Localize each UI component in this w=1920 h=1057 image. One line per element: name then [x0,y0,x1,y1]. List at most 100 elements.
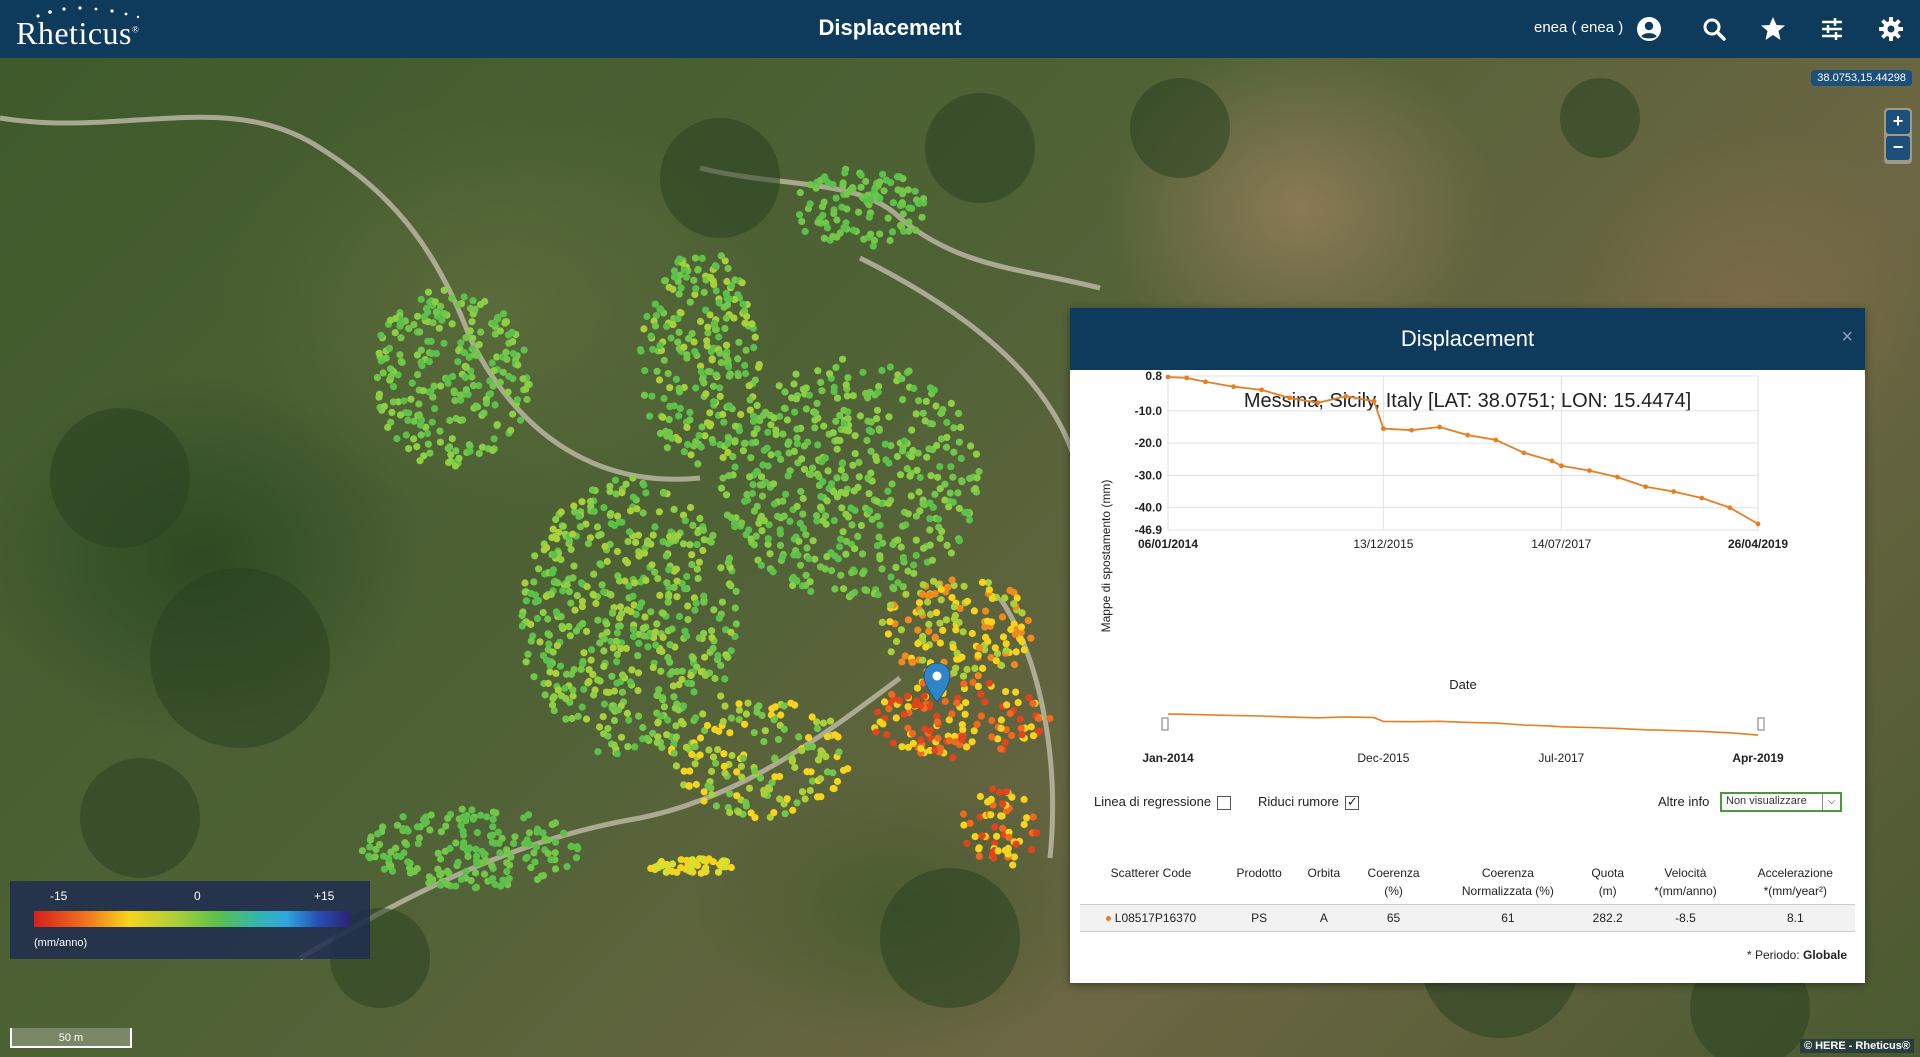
ps-point[interactable] [966,819,974,827]
ps-point[interactable] [426,826,434,834]
ps-point[interactable] [634,531,643,539]
ps-point[interactable] [509,349,517,358]
ps-point[interactable] [916,473,924,482]
ps-point[interactable] [448,320,456,328]
ps-point[interactable] [393,435,401,443]
ps-point[interactable] [396,351,404,359]
ps-point[interactable] [465,441,473,449]
ps-point[interactable] [866,388,874,396]
ps-point[interactable] [610,687,619,695]
ps-point[interactable] [832,363,840,371]
ps-point[interactable] [889,540,897,549]
ps-point[interactable] [833,436,842,444]
ps-point[interactable] [672,722,680,730]
ps-point[interactable] [578,703,586,711]
ps-point[interactable] [717,359,725,367]
ps-point[interactable] [771,703,779,711]
ps-point[interactable] [601,542,609,550]
ps-point[interactable] [401,839,409,847]
ps-point[interactable] [799,385,808,393]
ps-point[interactable] [735,338,743,346]
ps-point[interactable] [417,295,425,303]
ps-point[interactable] [661,277,670,285]
ps-point[interactable] [741,497,749,505]
ps-point[interactable] [607,637,615,645]
ps-point[interactable] [650,634,658,642]
ps-point[interactable] [618,518,626,526]
ps-point[interactable] [1003,807,1011,815]
series-point[interactable] [1409,427,1414,433]
ps-point[interactable] [436,427,444,435]
ps-point[interactable] [962,699,970,707]
ps-point[interactable] [1018,638,1026,646]
ps-point[interactable] [392,844,400,852]
ps-point[interactable] [391,329,399,337]
ps-point[interactable] [505,875,513,883]
ps-point[interactable] [806,200,814,208]
ps-point[interactable] [884,487,892,495]
ps-point[interactable] [695,558,704,566]
ps-point[interactable] [684,602,692,610]
ps-point[interactable] [936,534,944,542]
ps-point[interactable] [724,448,732,457]
ps-point[interactable] [536,638,544,646]
ps-point[interactable] [726,790,734,798]
ps-point[interactable] [892,637,901,646]
ps-point[interactable] [771,773,779,781]
ps-point[interactable] [566,632,575,640]
ps-point[interactable] [963,839,971,847]
ps-point[interactable] [1014,699,1022,707]
ps-point[interactable] [915,488,923,496]
ps-point[interactable] [840,406,848,414]
ps-point[interactable] [659,488,668,496]
ps-point[interactable] [753,467,761,475]
ps-point[interactable] [771,754,779,762]
ps-point[interactable] [613,679,621,687]
ps-point[interactable] [657,667,665,675]
ps-point[interactable] [993,649,1002,658]
ps-point[interactable] [531,552,539,560]
ps-point[interactable] [664,598,672,606]
ps-point[interactable] [708,435,716,444]
ps-point[interactable] [722,491,731,499]
ps-point[interactable] [676,271,684,279]
ps-point[interactable] [624,743,632,751]
ps-point[interactable] [999,633,1008,641]
ps-point[interactable] [977,712,985,720]
ps-point[interactable] [851,450,859,458]
ps-point[interactable] [798,455,806,463]
ps-point[interactable] [768,779,776,787]
ps-point[interactable] [553,642,562,650]
ps-point[interactable] [820,234,828,242]
ps-point[interactable] [518,622,526,630]
ps-point[interactable] [909,658,917,666]
ps-point[interactable] [886,363,895,371]
ps-point[interactable] [567,545,575,553]
ps-point[interactable] [774,450,782,458]
sliders-icon[interactable] [1818,15,1846,43]
ps-point[interactable] [410,417,418,425]
ps-point[interactable] [812,184,820,192]
ps-point[interactable] [430,382,438,390]
ps-point[interactable] [950,581,958,590]
ps-point[interactable] [751,767,759,775]
ps-point[interactable] [503,859,511,867]
ps-point[interactable] [813,517,821,525]
ps-point[interactable] [739,300,747,308]
ps-point[interactable] [556,662,565,670]
ps-point[interactable] [437,382,445,390]
ps-point[interactable] [400,397,408,405]
ps-point[interactable] [600,700,609,708]
ps-point[interactable] [644,643,652,651]
ps-point[interactable] [709,858,717,866]
ps-point[interactable] [912,536,920,544]
ps-point[interactable] [868,515,876,524]
ps-point[interactable] [878,618,886,627]
ps-point[interactable] [946,489,954,497]
ps-points[interactable] [358,165,1054,892]
ps-point[interactable] [1012,626,1020,634]
ps-point[interactable] [732,620,741,628]
star-icon[interactable] [1759,15,1787,43]
ps-point[interactable] [800,465,809,473]
ps-point[interactable] [781,388,789,396]
